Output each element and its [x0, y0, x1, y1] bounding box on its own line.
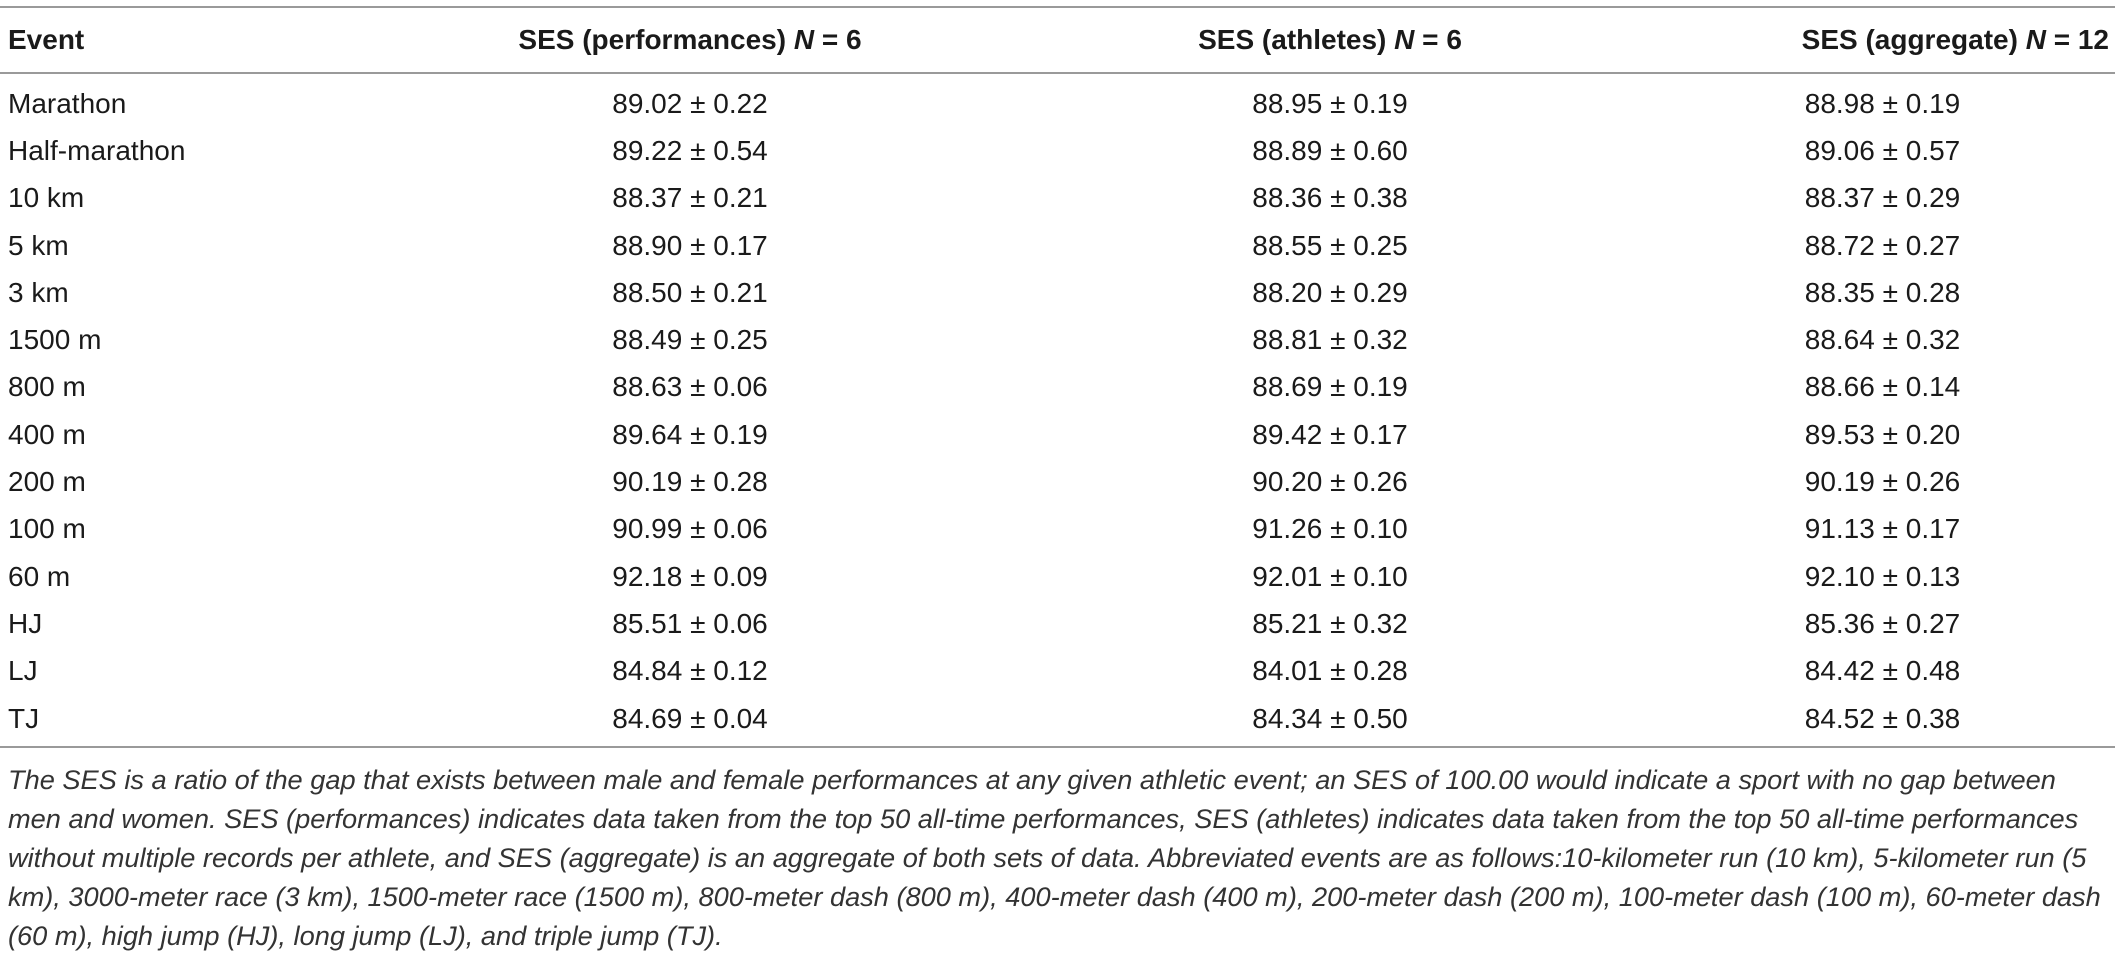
cell-athletes: 88.89 ± 0.60: [1252, 134, 1408, 166]
table-row: Marathon 89.02 ± 0.22 88.95 ± 0.19 88.98…: [0, 73, 2115, 127]
cell-athletes: 89.42 ± 0.17: [1252, 418, 1408, 450]
cell-event: 5 km: [8, 229, 69, 261]
table-row: 60 m 92.18 ± 0.09 92.01 ± 0.10 92.10 ± 0…: [0, 553, 2115, 600]
cell-performances: 85.51 ± 0.06: [612, 607, 768, 639]
table-row: TJ 84.69 ± 0.04 84.34 ± 0.50 84.52 ± 0.3…: [0, 695, 2115, 747]
cell-performances: 88.37 ± 0.21: [612, 182, 768, 214]
cell-athletes: 88.95 ± 0.19: [1252, 87, 1408, 119]
header-aggregate: SES (aggregate) N = 12: [1650, 7, 2115, 73]
cell-athletes: 91.26 ± 0.10: [1252, 513, 1408, 545]
header-aggregate-n-label: N: [2025, 24, 2046, 55]
cell-athletes: 92.01 ± 0.10: [1252, 560, 1408, 592]
cell-athletes: 88.69 ± 0.19: [1252, 371, 1408, 403]
cell-athletes: 84.01 ± 0.28: [1252, 655, 1408, 687]
cell-event: Marathon: [8, 87, 127, 119]
cell-event: 200 m: [8, 466, 86, 498]
header-aggregate-label: SES (aggregate): [1801, 24, 2026, 55]
header-performances-n-label: N: [793, 24, 815, 55]
cell-performances: 88.63 ± 0.06: [612, 371, 768, 403]
cell-performances: 88.50 ± 0.21: [612, 276, 768, 308]
table-body: Marathon 89.02 ± 0.22 88.95 ± 0.19 88.98…: [0, 73, 2115, 748]
cell-performances: 92.18 ± 0.09: [612, 560, 768, 592]
header-performances-label: SES (performances): [518, 24, 794, 55]
cell-athletes: 88.20 ± 0.29: [1252, 276, 1408, 308]
cell-event: LJ: [8, 655, 38, 687]
cell-performances: 90.19 ± 0.28: [612, 466, 768, 498]
cell-aggregate: 88.35 ± 0.28: [1804, 276, 1961, 308]
header-performances-n-value: = 6: [814, 24, 862, 55]
header-aggregate-n-value: = 12: [2045, 24, 2109, 55]
cell-aggregate: 91.13 ± 0.17: [1804, 513, 1961, 545]
header-athletes: SES (athletes) N = 6: [1010, 7, 1650, 73]
cell-aggregate: 89.06 ± 0.57: [1804, 134, 1961, 166]
table-footnote: The SES is a ratio of the gap that exist…: [8, 764, 2101, 951]
cell-performances: 84.84 ± 0.12: [612, 655, 768, 687]
cell-event: 100 m: [8, 513, 86, 545]
table-row: 5 km 88.90 ± 0.17 88.55 ± 0.25 88.72 ± 0…: [0, 222, 2115, 269]
header-performances: SES (performances) N = 6: [370, 7, 1010, 73]
cell-athletes: 88.81 ± 0.32: [1252, 324, 1408, 356]
cell-performances: 88.49 ± 0.25: [612, 324, 768, 356]
cell-athletes: 85.21 ± 0.32: [1252, 607, 1408, 639]
cell-event: 10 km: [8, 182, 85, 214]
cell-athletes: 88.36 ± 0.38: [1252, 182, 1408, 214]
cell-aggregate: 89.53 ± 0.20: [1804, 418, 1961, 450]
cell-event: 3 km: [8, 276, 69, 308]
cell-athletes: 84.34 ± 0.50: [1252, 702, 1408, 734]
cell-event: 60 m: [8, 560, 71, 592]
cell-performances: 90.99 ± 0.06: [612, 513, 768, 545]
cell-aggregate: 88.98 ± 0.19: [1804, 87, 1961, 119]
ses-table: Event SES (performances) N = 6 SES (athl…: [0, 6, 2115, 748]
cell-aggregate: 88.72 ± 0.27: [1804, 229, 1961, 261]
cell-event: Half-marathon: [8, 134, 186, 166]
cell-performances: 89.02 ± 0.22: [612, 87, 768, 119]
table-row: 10 km 88.37 ± 0.21 88.36 ± 0.38 88.37 ± …: [0, 175, 2115, 222]
cell-aggregate: 84.42 ± 0.48: [1804, 655, 1961, 687]
table-row: 1500 m 88.49 ± 0.25 88.81 ± 0.32 88.64 ±…: [0, 316, 2115, 363]
cell-performances: 89.22 ± 0.54: [612, 134, 768, 166]
table-row: 800 m 88.63 ± 0.06 88.69 ± 0.19 88.66 ± …: [0, 364, 2115, 411]
cell-aggregate: 88.66 ± 0.14: [1804, 371, 1961, 403]
cell-event: 400 m: [8, 418, 86, 450]
header-athletes-n-label: N: [1394, 24, 1415, 55]
header-event-label: Event: [8, 24, 85, 55]
cell-event: 1500 m: [8, 324, 102, 356]
header-row: Event SES (performances) N = 6 SES (athl…: [0, 7, 2115, 73]
cell-performances: 89.64 ± 0.19: [612, 418, 768, 450]
header-event: Event: [0, 7, 370, 73]
table-row: LJ 84.84 ± 0.12 84.01 ± 0.28 84.42 ± 0.4…: [0, 648, 2115, 695]
cell-aggregate: 88.64 ± 0.32: [1804, 324, 1961, 356]
cell-event: HJ: [8, 607, 43, 639]
table-row: HJ 85.51 ± 0.06 85.21 ± 0.32 85.36 ± 0.2…: [0, 600, 2115, 647]
cell-aggregate: 90.19 ± 0.26: [1804, 466, 1961, 498]
table-header: Event SES (performances) N = 6 SES (athl…: [0, 7, 2115, 73]
header-athletes-n-value: = 6: [1414, 24, 1462, 55]
cell-event: TJ: [8, 702, 40, 734]
cell-aggregate: 85.36 ± 0.27: [1804, 607, 1961, 639]
cell-event: 800 m: [8, 371, 86, 403]
table-row: 100 m 90.99 ± 0.06 91.26 ± 0.10 91.13 ± …: [0, 506, 2115, 553]
cell-aggregate: 92.10 ± 0.13: [1804, 560, 1961, 592]
table-row: 400 m 89.64 ± 0.19 89.42 ± 0.17 89.53 ± …: [0, 411, 2115, 458]
table-row: 3 km 88.50 ± 0.21 88.20 ± 0.29 88.35 ± 0…: [0, 269, 2115, 316]
cell-athletes: 88.55 ± 0.25: [1252, 229, 1408, 261]
cell-performances: 84.69 ± 0.04: [612, 702, 768, 734]
cell-performances: 88.90 ± 0.17: [612, 229, 768, 261]
cell-aggregate: 88.37 ± 0.29: [1804, 182, 1961, 214]
header-athletes-label: SES (athletes): [1198, 24, 1395, 55]
cell-athletes: 90.20 ± 0.26: [1252, 466, 1408, 498]
table-row: 200 m 90.19 ± 0.28 90.20 ± 0.26 90.19 ± …: [0, 458, 2115, 505]
cell-aggregate: 84.52 ± 0.38: [1804, 702, 1961, 734]
table-row: Half-marathon 89.22 ± 0.54 88.89 ± 0.60 …: [0, 127, 2115, 174]
